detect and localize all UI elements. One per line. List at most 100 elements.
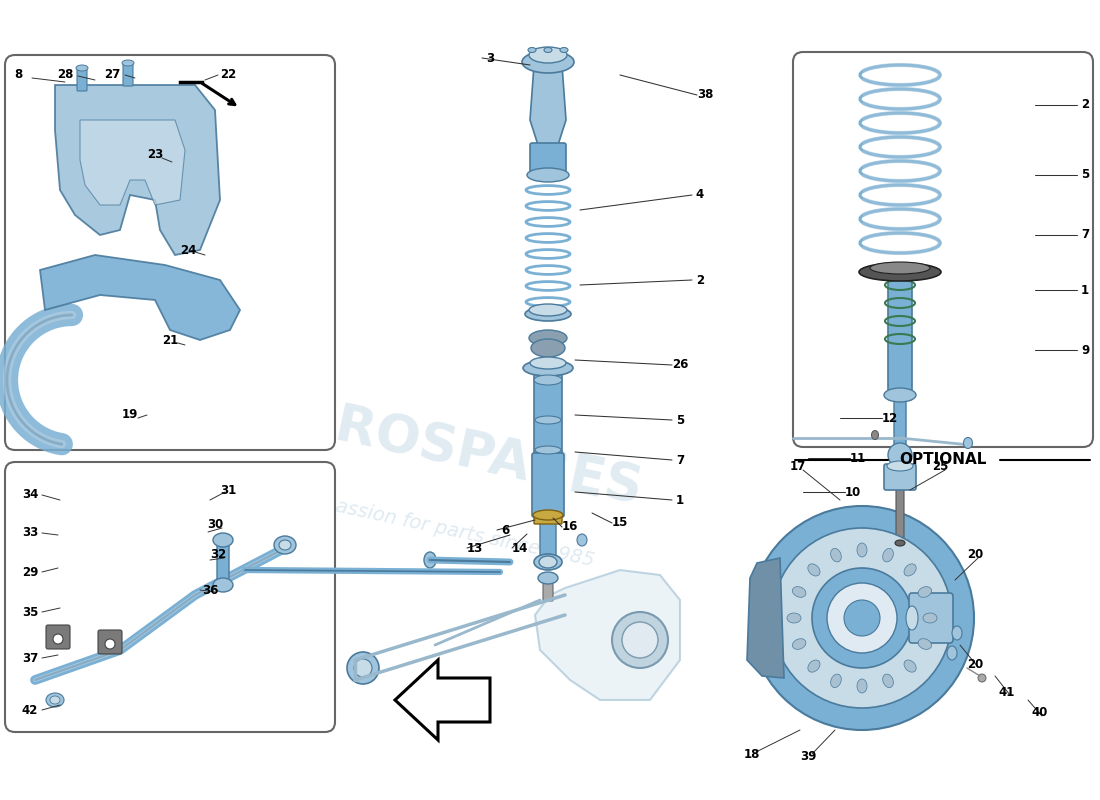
Text: 5: 5	[1081, 169, 1089, 182]
Ellipse shape	[830, 674, 842, 687]
Text: a passion for parts since 1985: a passion for parts since 1985	[304, 490, 596, 570]
Ellipse shape	[871, 430, 879, 439]
Ellipse shape	[534, 554, 562, 570]
Text: 32: 32	[210, 549, 227, 562]
Circle shape	[346, 652, 380, 684]
FancyBboxPatch shape	[46, 625, 70, 649]
Ellipse shape	[882, 549, 893, 562]
Ellipse shape	[213, 533, 233, 547]
Circle shape	[354, 659, 372, 677]
FancyBboxPatch shape	[77, 67, 87, 91]
Circle shape	[612, 612, 668, 668]
FancyBboxPatch shape	[540, 522, 556, 559]
Text: 19: 19	[122, 409, 139, 422]
Text: 25: 25	[932, 461, 948, 474]
Text: 41: 41	[999, 686, 1015, 699]
Polygon shape	[747, 558, 784, 678]
Ellipse shape	[857, 679, 867, 693]
Ellipse shape	[522, 51, 574, 73]
Ellipse shape	[535, 446, 561, 454]
Ellipse shape	[882, 674, 893, 687]
Ellipse shape	[884, 388, 916, 402]
Text: 18: 18	[744, 749, 760, 762]
Circle shape	[827, 583, 896, 653]
Ellipse shape	[535, 416, 561, 424]
Ellipse shape	[539, 556, 557, 568]
Polygon shape	[55, 85, 220, 255]
Ellipse shape	[859, 263, 940, 281]
Text: 12: 12	[882, 411, 898, 425]
Ellipse shape	[122, 60, 134, 66]
Text: 7: 7	[1081, 229, 1089, 242]
Text: 20: 20	[967, 658, 983, 671]
Ellipse shape	[525, 307, 571, 321]
Text: 1: 1	[675, 494, 684, 506]
Text: 14: 14	[512, 542, 528, 554]
Ellipse shape	[964, 438, 972, 449]
FancyBboxPatch shape	[534, 514, 562, 524]
Polygon shape	[80, 120, 185, 205]
Ellipse shape	[529, 304, 566, 316]
Text: 42: 42	[22, 703, 38, 717]
Ellipse shape	[807, 564, 820, 576]
FancyBboxPatch shape	[6, 462, 336, 732]
FancyBboxPatch shape	[543, 577, 553, 601]
Ellipse shape	[947, 646, 957, 660]
Text: OPTIONAL: OPTIONAL	[900, 453, 987, 467]
FancyBboxPatch shape	[793, 52, 1093, 447]
Text: 9: 9	[1081, 343, 1089, 357]
Text: 39: 39	[800, 750, 816, 763]
Text: 36: 36	[201, 583, 218, 597]
Ellipse shape	[538, 572, 558, 584]
Ellipse shape	[807, 660, 820, 672]
Polygon shape	[40, 255, 240, 340]
Ellipse shape	[918, 638, 932, 650]
Ellipse shape	[529, 330, 566, 346]
Ellipse shape	[895, 540, 905, 546]
Text: 34: 34	[22, 489, 38, 502]
Text: 5: 5	[675, 414, 684, 426]
FancyBboxPatch shape	[6, 55, 336, 450]
Circle shape	[844, 600, 880, 636]
Text: 30: 30	[207, 518, 223, 531]
Circle shape	[104, 639, 116, 649]
Ellipse shape	[870, 262, 930, 274]
Text: 28: 28	[57, 69, 74, 82]
Text: 22: 22	[220, 69, 236, 82]
Ellipse shape	[792, 638, 806, 650]
Polygon shape	[395, 660, 490, 740]
Circle shape	[53, 634, 63, 644]
FancyBboxPatch shape	[217, 539, 229, 586]
Text: 2: 2	[1081, 98, 1089, 111]
Ellipse shape	[424, 552, 436, 568]
Circle shape	[772, 528, 952, 708]
Ellipse shape	[560, 47, 568, 53]
Ellipse shape	[529, 47, 566, 63]
Text: 15: 15	[612, 517, 628, 530]
Text: 17: 17	[790, 461, 806, 474]
Text: 10: 10	[845, 486, 861, 498]
Ellipse shape	[530, 357, 566, 369]
Text: 3: 3	[486, 51, 494, 65]
FancyBboxPatch shape	[98, 630, 122, 654]
Ellipse shape	[279, 540, 292, 550]
Text: 38: 38	[696, 89, 713, 102]
Text: 6: 6	[500, 523, 509, 537]
Ellipse shape	[274, 536, 296, 554]
Text: 31: 31	[220, 483, 236, 497]
Text: 21: 21	[162, 334, 178, 346]
FancyBboxPatch shape	[896, 487, 904, 544]
Text: 23: 23	[147, 149, 163, 162]
Text: 20: 20	[967, 549, 983, 562]
Ellipse shape	[213, 578, 233, 592]
Text: 7: 7	[675, 454, 684, 466]
Text: 1: 1	[1081, 283, 1089, 297]
Polygon shape	[535, 570, 680, 700]
Ellipse shape	[830, 549, 842, 562]
Ellipse shape	[857, 543, 867, 557]
Ellipse shape	[792, 586, 806, 598]
Text: 35: 35	[22, 606, 38, 618]
Ellipse shape	[531, 339, 565, 357]
Ellipse shape	[544, 47, 552, 53]
Circle shape	[812, 568, 912, 668]
